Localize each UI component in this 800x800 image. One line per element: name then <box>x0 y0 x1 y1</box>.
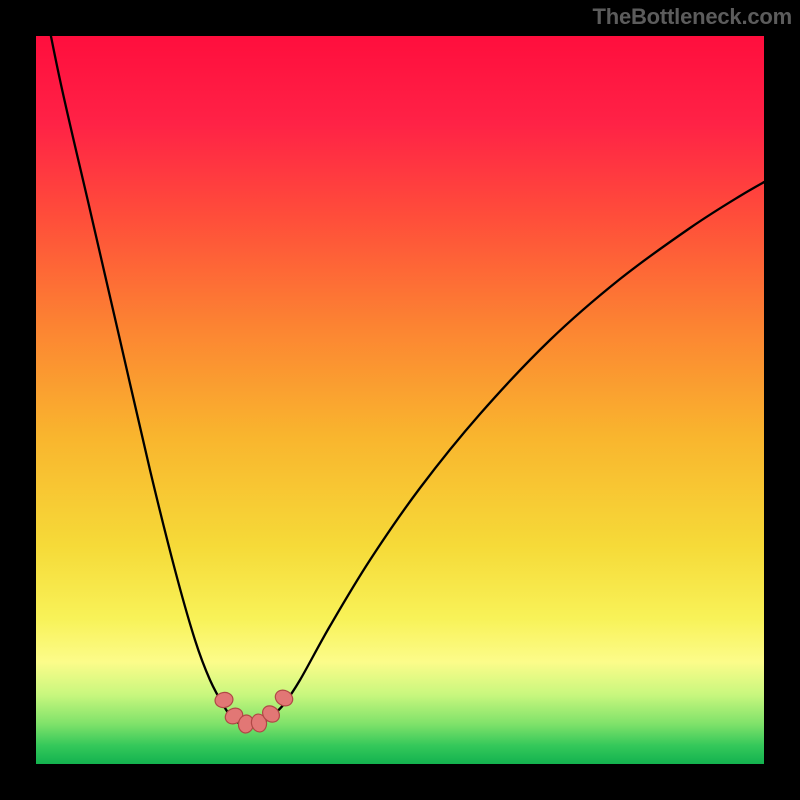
plot-background-gradient <box>36 36 764 764</box>
watermark-text: TheBottleneck.com <box>592 4 792 30</box>
chart-svg <box>0 0 800 800</box>
chart-canvas: TheBottleneck.com <box>0 0 800 800</box>
